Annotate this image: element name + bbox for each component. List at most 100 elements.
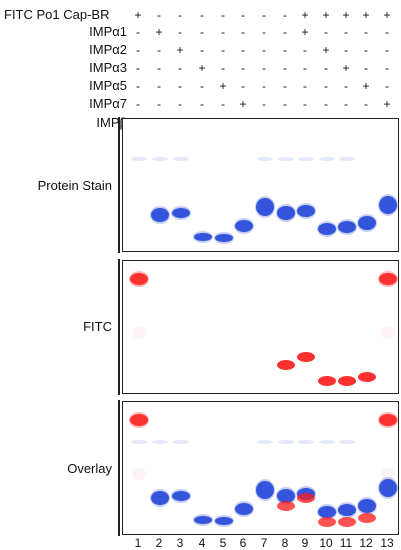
fitc-band xyxy=(358,513,376,523)
lane-number: 10 xyxy=(319,536,333,550)
minus-mark: - xyxy=(178,25,182,39)
plus-mark: + xyxy=(322,8,330,22)
lane-number: 2 xyxy=(155,536,163,550)
fitc-band xyxy=(277,360,295,370)
minus-mark: - xyxy=(364,43,368,57)
faint-band xyxy=(278,440,294,444)
fitc-band xyxy=(130,273,148,285)
minus-mark: - xyxy=(262,61,266,75)
minus-mark: - xyxy=(283,97,287,111)
plus-mark: + xyxy=(342,8,350,22)
plus-mark: + xyxy=(362,79,370,93)
condition-label: IMPα3 xyxy=(89,60,127,75)
panel-bracket xyxy=(118,259,120,395)
protein-band xyxy=(358,216,376,230)
minus-mark: - xyxy=(283,79,287,93)
panel-bracket xyxy=(118,117,120,253)
condition-label: IMPα5 xyxy=(89,78,127,93)
minus-mark: - xyxy=(221,8,225,22)
plus-mark: + xyxy=(383,8,391,22)
minus-mark: - xyxy=(262,8,266,22)
protein-band xyxy=(297,205,315,217)
minus-mark: - xyxy=(241,25,245,39)
minus-mark: - xyxy=(221,97,225,111)
protein-band xyxy=(151,491,169,505)
minus-mark: - xyxy=(200,43,204,57)
minus-mark: - xyxy=(303,97,307,111)
lane-number: 6 xyxy=(239,536,247,550)
protein-band xyxy=(277,206,295,220)
minus-mark: - xyxy=(136,43,140,57)
minus-mark: - xyxy=(324,97,328,111)
plus-mark: + xyxy=(134,8,142,22)
faint-band xyxy=(131,157,147,161)
protein-band xyxy=(151,208,169,222)
gel-panel xyxy=(122,260,399,394)
minus-mark: - xyxy=(385,43,389,57)
minus-mark: - xyxy=(157,61,161,75)
minus-mark: - xyxy=(283,25,287,39)
minus-mark: - xyxy=(344,25,348,39)
minus-mark: - xyxy=(200,79,204,93)
fitc-band xyxy=(318,517,336,527)
gel-image xyxy=(129,412,398,527)
protein-band xyxy=(318,223,336,235)
faint-band xyxy=(298,157,314,161)
plus-mark: + xyxy=(176,43,184,57)
gel-panel xyxy=(122,401,399,535)
minus-mark: - xyxy=(241,43,245,57)
plus-mark: + xyxy=(383,97,391,111)
protein-band xyxy=(379,196,397,214)
fitc-smear xyxy=(381,327,395,339)
plus-mark: + xyxy=(239,97,247,111)
faint-band xyxy=(152,440,168,444)
minus-mark: - xyxy=(283,61,287,75)
fitc-band xyxy=(338,376,356,386)
minus-mark: - xyxy=(221,25,225,39)
protein-band xyxy=(379,479,397,497)
minus-mark: - xyxy=(385,79,389,93)
plus-mark: + xyxy=(301,25,309,39)
protein-band xyxy=(172,208,190,218)
minus-mark: - xyxy=(178,8,182,22)
fitc-band xyxy=(297,352,315,362)
minus-mark: - xyxy=(262,79,266,93)
lane-number: 1 xyxy=(134,536,142,550)
plus-mark: + xyxy=(155,25,163,39)
panel-label: FITC xyxy=(83,319,112,334)
protein-band xyxy=(235,503,253,515)
plus-mark: + xyxy=(362,8,370,22)
minus-mark: - xyxy=(303,61,307,75)
faint-band xyxy=(173,440,189,444)
minus-mark: - xyxy=(385,25,389,39)
minus-mark: - xyxy=(157,97,161,111)
faint-band xyxy=(278,157,294,161)
plus-mark: + xyxy=(198,61,206,75)
protein-band xyxy=(256,198,274,216)
minus-mark: - xyxy=(178,97,182,111)
minus-mark: - xyxy=(178,61,182,75)
panel-label: Overlay xyxy=(67,461,112,476)
gel-panel xyxy=(122,118,399,252)
minus-mark: - xyxy=(344,43,348,57)
condition-label: IMPα2 xyxy=(89,42,127,57)
minus-mark: - xyxy=(262,97,266,111)
minus-mark: - xyxy=(364,97,368,111)
minus-mark: - xyxy=(324,61,328,75)
plus-mark: + xyxy=(342,61,350,75)
fitc-band xyxy=(379,273,397,285)
protein-band xyxy=(215,234,233,242)
plus-mark: + xyxy=(219,79,227,93)
minus-mark: - xyxy=(364,25,368,39)
minus-mark: - xyxy=(178,79,182,93)
faint-band xyxy=(339,157,355,161)
gel-image xyxy=(131,157,398,244)
faint-band xyxy=(257,440,273,444)
lane-number: 3 xyxy=(176,536,184,550)
minus-mark: - xyxy=(262,43,266,57)
faint-band xyxy=(152,157,168,161)
minus-mark: - xyxy=(200,8,204,22)
minus-mark: - xyxy=(262,25,266,39)
minus-mark: - xyxy=(157,8,161,22)
minus-mark: - xyxy=(200,97,204,111)
